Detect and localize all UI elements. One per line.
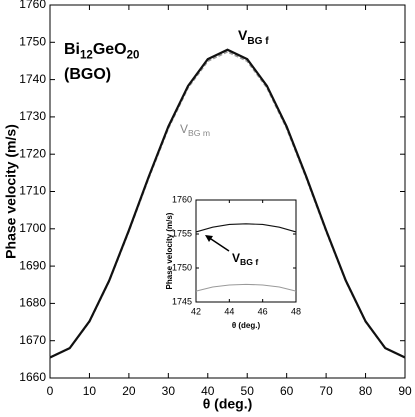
- series-line: [49, 48, 406, 359]
- x-tick-label: 80: [359, 384, 373, 398]
- x-tick-label: 30: [162, 384, 176, 398]
- y-tick-label: 1670: [19, 333, 46, 347]
- annotation-text: V: [180, 122, 188, 136]
- annotation: VBG m: [180, 122, 210, 138]
- annotation: (BGO): [64, 66, 111, 83]
- x-tick-label: 20: [122, 384, 136, 398]
- y-tick-label: 1700: [19, 221, 46, 235]
- y-axis-label: Phase velocity (m/s): [165, 212, 174, 289]
- annotation: Bi12GeO20: [64, 41, 139, 61]
- x-tick-label: 46: [258, 306, 268, 316]
- annotation-text: V: [232, 251, 240, 265]
- y-tick-label: 1740: [19, 72, 46, 86]
- x-tick-label: 42: [191, 306, 201, 316]
- annotation-subscript: BG f: [247, 36, 269, 47]
- x-tick-label: 60: [280, 384, 294, 398]
- inset-arrowhead: [205, 235, 213, 242]
- annotation-subscript: 12: [80, 50, 93, 62]
- x-tick-label: 10: [83, 384, 97, 398]
- series-line: [195, 283, 297, 292]
- x-axis-label: θ (deg.): [203, 396, 253, 412]
- x-tick-label: 50: [241, 384, 255, 398]
- series-line: [195, 223, 297, 233]
- annotation: VBG f: [238, 27, 269, 47]
- y-tick-label: 1730: [19, 109, 46, 123]
- annotation-text: (BGO): [64, 66, 111, 83]
- annotation-text: Bi: [64, 41, 80, 58]
- x-tick-label: 44: [224, 306, 234, 316]
- inset-arrow: [207, 236, 230, 252]
- y-axis-label: Phase velocity (m/s): [3, 124, 19, 259]
- x-axis-label: θ (deg.): [232, 321, 261, 330]
- x-tick-label: 40: [201, 384, 215, 398]
- x-tick-label: 70: [319, 384, 333, 398]
- plot-area: [49, 4, 406, 379]
- plot-area: [195, 199, 297, 303]
- annotation-subscript: BG f: [240, 257, 258, 267]
- x-tick-label: 90: [398, 384, 412, 398]
- y-tick-label: 1680: [19, 296, 46, 310]
- y-tick-label: 1690: [19, 258, 46, 272]
- y-tick-label: 1660: [19, 370, 46, 384]
- y-tick-label: 1750: [19, 34, 46, 48]
- annotation-text: GeO: [93, 41, 127, 58]
- y-tick-label: 1720: [19, 146, 46, 160]
- y-tick-label: 1755: [172, 228, 192, 238]
- annotation-subscript: 20: [127, 50, 140, 62]
- annotation-subscript: BG m: [188, 128, 210, 138]
- x-tick-label: 0: [47, 384, 54, 398]
- y-tick-label: 1710: [19, 184, 46, 198]
- y-tick-label: 1750: [172, 262, 192, 272]
- annotation-text: V: [238, 27, 248, 43]
- y-tick-label: 1760: [172, 194, 192, 204]
- x-tick-label: 48: [291, 306, 301, 316]
- y-tick-label: 1745: [172, 296, 192, 306]
- annotation: VBG f: [232, 251, 258, 267]
- y-tick-label: 1760: [19, 0, 46, 11]
